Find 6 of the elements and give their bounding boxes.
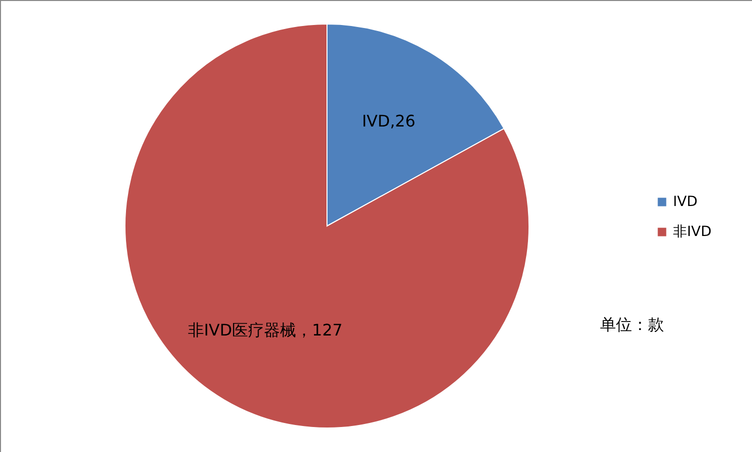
data-label: 非IVD医疗器械，127: [188, 320, 343, 340]
data-label: IVD,26: [362, 112, 416, 131]
pie-slice: [124, 24, 530, 428]
legend-label: 非IVD: [673, 224, 712, 240]
text: 单位：款: [600, 315, 664, 334]
legend-label: IVD: [673, 194, 698, 210]
